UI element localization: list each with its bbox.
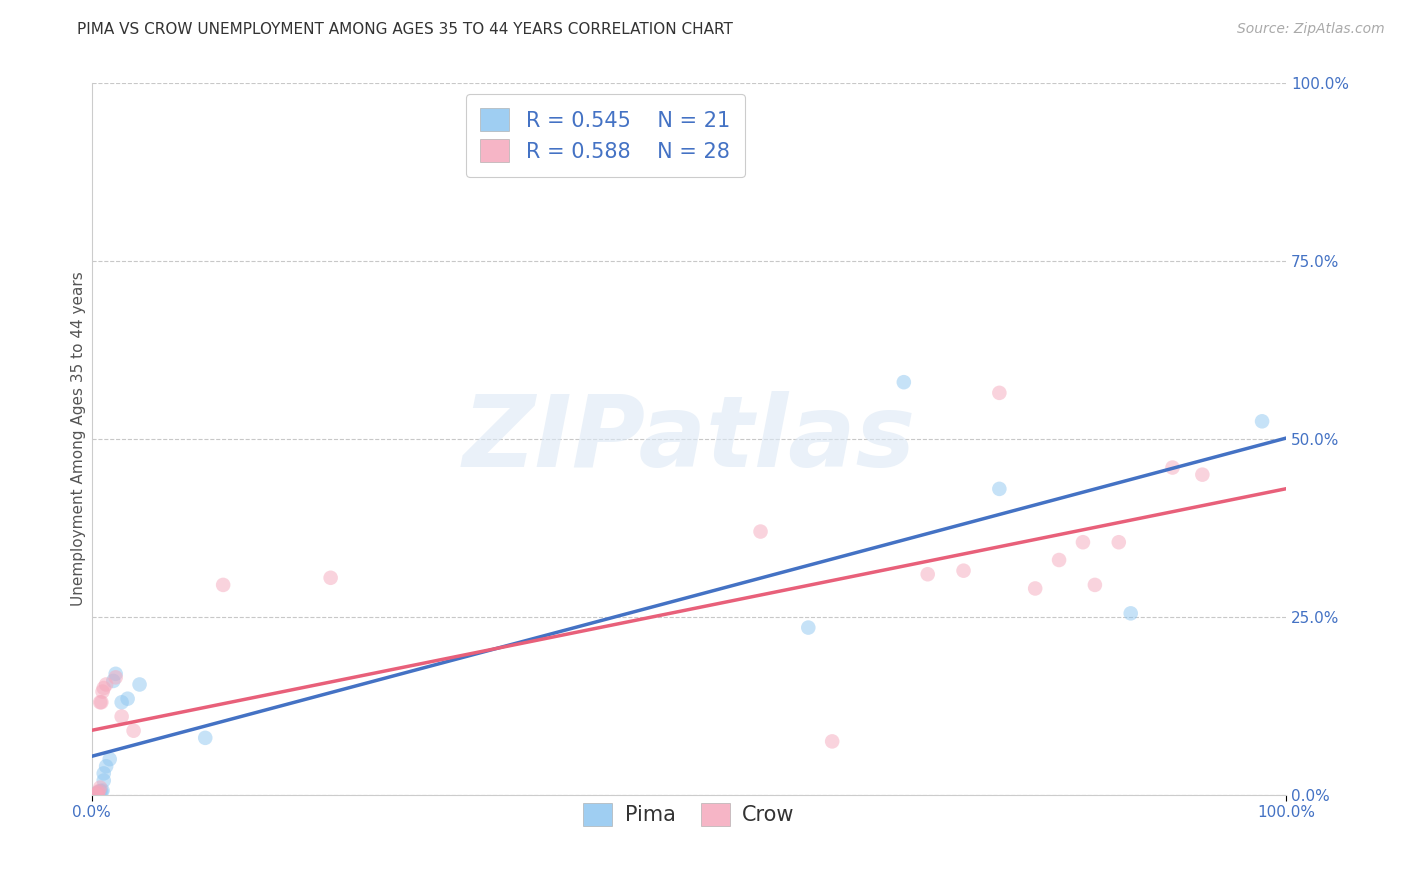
Point bbox=[1191, 467, 1213, 482]
Point bbox=[122, 723, 145, 738]
Point bbox=[117, 691, 139, 706]
Point bbox=[89, 780, 111, 795]
Point bbox=[87, 786, 110, 800]
Point bbox=[90, 695, 112, 709]
Point bbox=[797, 621, 820, 635]
Point bbox=[87, 784, 110, 798]
Point bbox=[91, 684, 114, 698]
Point bbox=[93, 766, 115, 780]
Point bbox=[87, 786, 110, 800]
Point bbox=[89, 784, 111, 798]
Point bbox=[1161, 460, 1184, 475]
Text: PIMA VS CROW UNEMPLOYMENT AMONG AGES 35 TO 44 YEARS CORRELATION CHART: PIMA VS CROW UNEMPLOYMENT AMONG AGES 35 … bbox=[77, 22, 733, 37]
Text: Source: ZipAtlas.com: Source: ZipAtlas.com bbox=[1237, 22, 1385, 37]
Point bbox=[84, 788, 107, 802]
Point bbox=[1024, 582, 1046, 596]
Point bbox=[87, 786, 110, 800]
Point bbox=[94, 677, 117, 691]
Legend: Pima, Crow: Pima, Crow bbox=[575, 795, 803, 834]
Point bbox=[917, 567, 939, 582]
Point bbox=[1108, 535, 1130, 549]
Point bbox=[893, 375, 915, 389]
Y-axis label: Unemployment Among Ages 35 to 44 years: Unemployment Among Ages 35 to 44 years bbox=[72, 272, 86, 607]
Point bbox=[1084, 578, 1107, 592]
Point bbox=[104, 670, 127, 684]
Point bbox=[91, 783, 114, 797]
Point bbox=[93, 773, 115, 788]
Point bbox=[319, 571, 342, 585]
Point bbox=[1251, 414, 1274, 428]
Point bbox=[988, 385, 1011, 400]
Point bbox=[988, 482, 1011, 496]
Point bbox=[128, 677, 150, 691]
Point bbox=[87, 788, 110, 802]
Point bbox=[111, 695, 134, 709]
Point bbox=[1047, 553, 1070, 567]
Point bbox=[93, 681, 115, 695]
Point bbox=[111, 709, 134, 723]
Point bbox=[1071, 535, 1094, 549]
Point bbox=[90, 784, 112, 798]
Point bbox=[103, 673, 125, 688]
Text: ZIPatlas: ZIPatlas bbox=[463, 391, 915, 488]
Point bbox=[749, 524, 772, 539]
Point bbox=[194, 731, 217, 745]
Point bbox=[104, 666, 127, 681]
Point bbox=[952, 564, 974, 578]
Point bbox=[98, 752, 121, 766]
Point bbox=[1119, 607, 1142, 621]
Point bbox=[821, 734, 844, 748]
Point bbox=[94, 759, 117, 773]
Point bbox=[89, 695, 111, 709]
Point bbox=[86, 788, 108, 802]
Point bbox=[87, 786, 110, 800]
Point bbox=[212, 578, 235, 592]
